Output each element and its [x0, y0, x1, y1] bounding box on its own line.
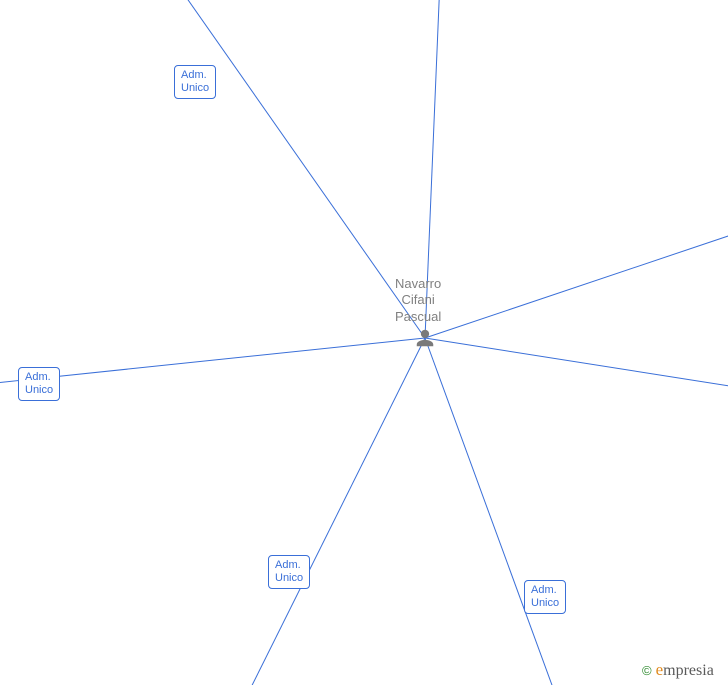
- copyright-symbol: ©: [642, 663, 652, 678]
- watermark: © empresia: [642, 660, 714, 680]
- person-icon: [414, 327, 436, 354]
- brand-first-letter: e: [656, 660, 664, 679]
- role-node[interactable]: Adm. Unico: [524, 580, 566, 614]
- role-node[interactable]: Adm. Unico: [268, 555, 310, 589]
- brand-rest: mpresia: [663, 662, 714, 679]
- role-node[interactable]: Adm. Unico: [174, 65, 216, 99]
- role-node[interactable]: Adm. Unico: [18, 367, 60, 401]
- network-edges: [0, 0, 728, 685]
- center-node-label: Navarro Cifani Pascual: [395, 276, 441, 325]
- person-icon-path: [417, 330, 434, 347]
